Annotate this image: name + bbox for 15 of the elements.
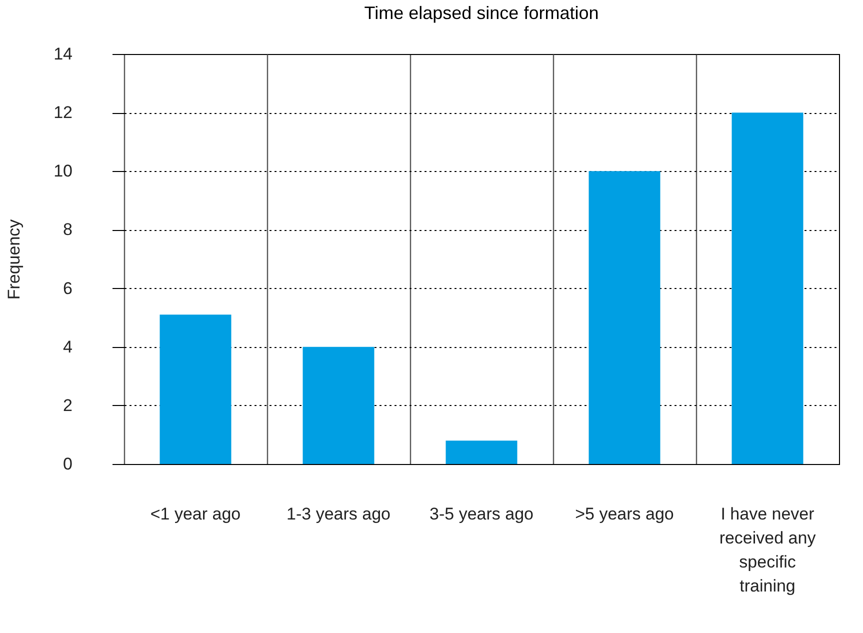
x-tick-label: <1 year ago	[150, 504, 241, 524]
x-tick-label: 3-5 years ago	[430, 504, 534, 524]
x-tick-label: >5 years ago	[575, 504, 674, 524]
y-tick-label: 0	[63, 454, 72, 474]
chart-title: Time elapsed since formation	[364, 3, 599, 23]
y-tick-label: 14	[54, 44, 72, 64]
y-axis-title: Frequency	[4, 218, 24, 300]
y-tick-label: 10	[54, 162, 72, 181]
y-tick-label: 12	[54, 103, 72, 122]
y-tick-label: 8	[63, 220, 72, 240]
y-tick-label: 4	[63, 337, 72, 356]
x-tick-label: I have never received any specific training	[719, 504, 816, 596]
y-tick-label: 2	[63, 396, 72, 415]
x-tick-label: 1-3 years ago	[286, 504, 390, 524]
y-tick-label: 6	[63, 278, 72, 298]
